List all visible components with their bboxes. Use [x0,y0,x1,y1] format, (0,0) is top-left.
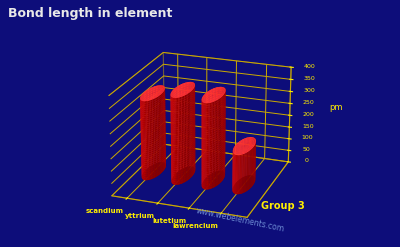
Text: Group 3: Group 3 [261,202,305,211]
Text: www.webelements.com: www.webelements.com [195,207,285,234]
Text: Bond length in element: Bond length in element [8,7,172,21]
